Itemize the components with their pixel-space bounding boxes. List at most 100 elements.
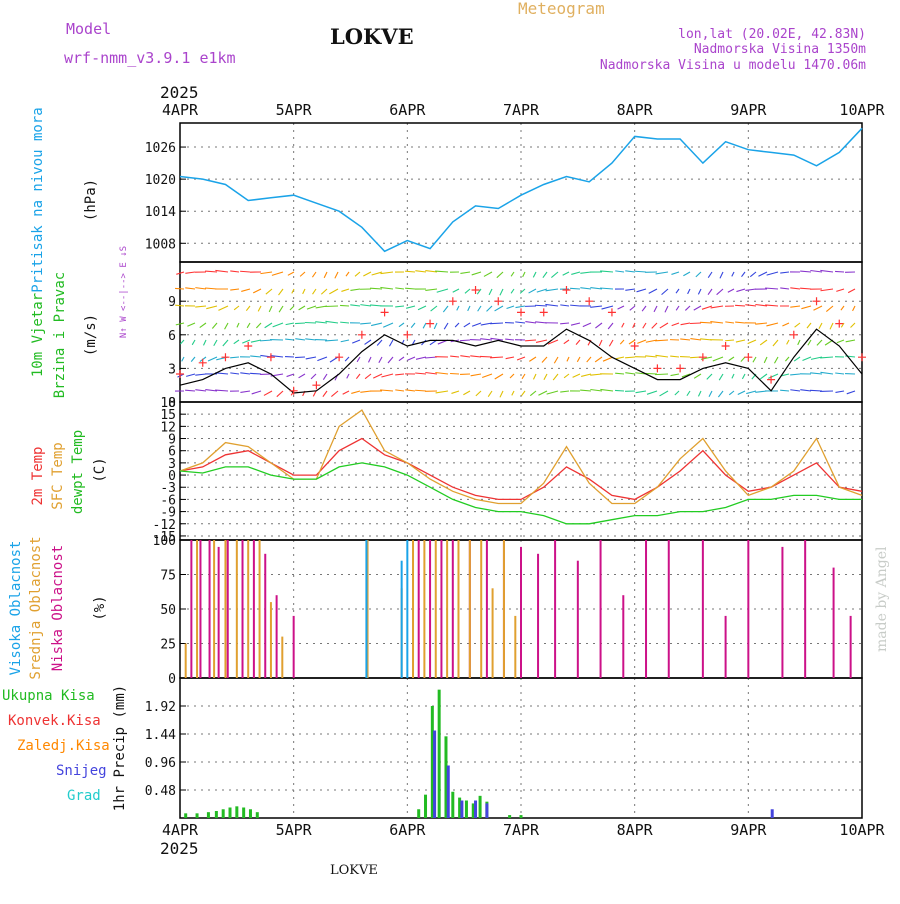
wind-arrow [455, 323, 459, 327]
wind-arrow [347, 374, 349, 378]
wind-arrow [380, 287, 393, 289]
wind-arrow [688, 289, 690, 294]
wind-arrow [240, 391, 250, 392]
wind-arrow [273, 323, 283, 327]
wind-arrow [182, 357, 184, 361]
wind-arrow [570, 305, 580, 306]
wind-ylabel-2: Brzina i Pravac [52, 272, 68, 398]
y-tick-label: 1014 [145, 205, 176, 220]
wind-arrow [800, 271, 811, 272]
bar-Ukupna Kisa [256, 812, 259, 818]
wind-arrow [472, 272, 481, 275]
wind-arrow [753, 357, 756, 362]
wind-arrow [625, 373, 635, 374]
wind-arrow [576, 340, 580, 345]
wind-arrow [195, 288, 206, 289]
precip-legend-total: Ukupna Kisa [2, 688, 95, 704]
bar-Ukupna Kisa [249, 809, 252, 818]
wind-arrow [381, 374, 393, 377]
bar-Ukupna Kisa [207, 812, 210, 818]
wind-arrow [782, 323, 789, 326]
bar-Snijeg [433, 731, 436, 819]
wind-arrow [471, 374, 481, 376]
bar-Niska [199, 540, 201, 678]
bar-Srednja [469, 540, 471, 678]
wind-arrow [395, 374, 404, 375]
wind-arrow [192, 340, 195, 345]
wind-arrow [795, 323, 800, 327]
wind-arrow [732, 374, 734, 378]
wind-arrow [247, 323, 250, 328]
bar-Niska [418, 540, 420, 678]
wind-arrow [543, 272, 547, 278]
wind-arrow [600, 389, 613, 391]
wind-arrow [708, 289, 712, 295]
cloud-unit: (%) [92, 595, 108, 620]
precip-legend-frozen: Zaledj.Kisa [17, 738, 110, 754]
wind-arrow [482, 374, 492, 377]
wind-arrow [655, 355, 668, 357]
wind-arrow [425, 289, 437, 290]
bar-Niska [600, 540, 602, 678]
wind-arrow [826, 306, 833, 312]
wind-arrow [602, 306, 613, 309]
wind-arrow [577, 357, 580, 362]
gust-marker [176, 370, 184, 378]
x-tick-label-top: 10APR [839, 101, 885, 119]
wind-arrow [595, 357, 602, 362]
precip-legend-conv: Konvek.Kisa [8, 713, 101, 729]
bar-Niska [577, 561, 579, 678]
wind-arrow [195, 390, 206, 391]
bar-Ukupna Kisa [508, 815, 511, 818]
wind-arrow [234, 306, 239, 310]
wind-arrow [373, 374, 382, 378]
bar-Niska [747, 540, 749, 678]
bar-Ukupna Kisa [424, 795, 427, 818]
wind-arrow [765, 288, 778, 289]
elevation-text: Nadmorska Visina 1350m [694, 42, 866, 57]
wind-arrow [265, 323, 272, 328]
wind-arrow [495, 374, 503, 379]
y-tick-label: 1020 [145, 173, 176, 188]
pressure-unit: (hPa) [83, 179, 99, 221]
y-tick-label: 9 [168, 295, 176, 310]
cloud-ylabel-low: Niska Oblacnost [50, 545, 66, 671]
wind-arrow [595, 323, 602, 328]
temp-unit: (C) [92, 457, 108, 482]
wind-arrow [321, 289, 327, 294]
model-elevation-text: Nadmorska Visina u modelu 1470.06m [600, 58, 866, 73]
wind-arrow [450, 373, 459, 374]
wind-arrow [241, 289, 250, 291]
bar-Snijeg [447, 766, 450, 819]
wind-arrow [377, 340, 382, 345]
wind-arrow [544, 374, 547, 380]
wind-arrow [295, 357, 305, 358]
bar-Ukupna Kisa [451, 792, 454, 818]
bar-Srednja [514, 616, 516, 678]
gust-marker [267, 353, 275, 361]
wind-arrow [395, 288, 404, 289]
wind-arrow [311, 374, 316, 379]
wind-arrow [807, 323, 811, 328]
bar-Niska [781, 547, 783, 678]
wind-arrow [368, 357, 371, 362]
bar-Ukupna Kisa [242, 808, 245, 819]
wind-arrow [175, 305, 184, 306]
wind-arrow [580, 272, 591, 273]
bar-Niska [486, 540, 488, 678]
wind-arrow [253, 289, 261, 293]
wind-arrow [790, 306, 800, 307]
series-line-pressure [180, 128, 862, 251]
wind-arrow [379, 357, 382, 363]
bar-Niska [264, 554, 266, 678]
wind-arrow [655, 374, 668, 375]
wind-arrow [785, 357, 789, 361]
wind-arrow [768, 374, 778, 378]
cloud-ylabels: Visoka Oblacnost Srednja Oblacnost Niska… [8, 536, 108, 679]
wind-arrow [478, 306, 481, 311]
wind-arrow [490, 357, 503, 358]
wind-arrow [431, 306, 437, 311]
wind-arrow [325, 340, 338, 341]
wind-arrow [214, 340, 217, 346]
wind-arrow [571, 323, 580, 325]
